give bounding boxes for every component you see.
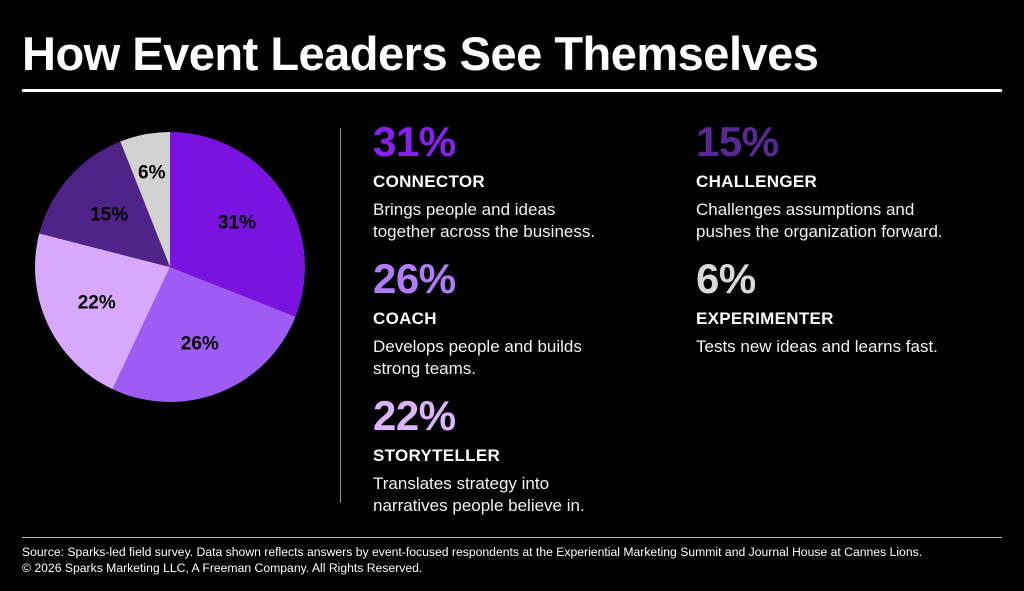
description-connector: Brings people and ideas together across … bbox=[373, 199, 673, 243]
percent-coach: 26% bbox=[373, 255, 456, 302]
footer-divider bbox=[22, 537, 1002, 538]
description-experimenter: Tests new ideas and learns fast. bbox=[696, 336, 1006, 358]
title-underline bbox=[22, 89, 1002, 92]
description-line: Challenges assumptions and bbox=[696, 200, 915, 219]
pie-label-challenger: 15% bbox=[90, 204, 128, 225]
label-challenger: CHALLENGER bbox=[696, 172, 818, 191]
pie-slice-challenger bbox=[39, 141, 170, 267]
description-line: together across the business. bbox=[373, 222, 596, 241]
label-experimenter: EXPERIMENTER bbox=[696, 309, 834, 328]
percent-experimenter: 6% bbox=[696, 255, 756, 302]
legend-item-coach: 26% COACH Develops people and builds str… bbox=[373, 257, 673, 380]
description-line: Translates strategy into bbox=[373, 474, 550, 493]
description-challenger: Challenges assumptions and pushes the or… bbox=[696, 199, 1006, 243]
description-line: pushes the organization forward. bbox=[696, 222, 943, 241]
footer: Source: Sparks-led field survey. Data sh… bbox=[22, 544, 922, 576]
column-divider bbox=[340, 128, 341, 503]
pie-label-connector: 31% bbox=[218, 212, 256, 233]
description-line: Brings people and ideas bbox=[373, 200, 556, 219]
description-storyteller: Translates strategy into narratives peop… bbox=[373, 473, 673, 517]
pie-slice-coach bbox=[112, 267, 296, 402]
description-line: narratives people believe in. bbox=[373, 496, 585, 515]
label-connector: CONNECTOR bbox=[373, 172, 485, 191]
description-line: Tests new ideas and learns fast. bbox=[696, 337, 938, 356]
percent-connector: 31% bbox=[373, 118, 456, 165]
page-title: How Event Leaders See Themselves bbox=[22, 27, 819, 80]
percent-challenger: 15% bbox=[696, 118, 779, 165]
pie-label-experimenter: 6% bbox=[138, 163, 166, 184]
description-coach: Develops people and builds strong teams. bbox=[373, 336, 673, 380]
pie-label-storyteller: 22% bbox=[78, 292, 116, 313]
pie-label-coach: 26% bbox=[181, 333, 219, 354]
legend-item-storyteller: 22% STORYTELLER Translates strategy into… bbox=[373, 394, 673, 517]
legend-item-connector: 31% CONNECTOR Brings people and ideas to… bbox=[373, 120, 673, 243]
description-line: Develops people and builds bbox=[373, 337, 582, 356]
legend-item-challenger: 15% CHALLENGER Challenges assumptions an… bbox=[696, 120, 1006, 243]
percent-storyteller: 22% bbox=[373, 392, 456, 439]
source-note: Source: Sparks-led field survey. Data sh… bbox=[22, 545, 923, 559]
pie-chart: 31% 26% 22% 15% 6% bbox=[35, 132, 305, 402]
copyright-note: © 2026 Sparks Marketing LLC, A Freeman C… bbox=[22, 561, 423, 575]
legend-item-experimenter: 6% EXPERIMENTER Tests new ideas and lear… bbox=[696, 257, 1006, 358]
pie-slice-storyteller bbox=[35, 233, 170, 390]
pie-slice-experimenter bbox=[120, 132, 170, 267]
description-line: strong teams. bbox=[373, 359, 476, 378]
pie-slice-connector bbox=[170, 132, 305, 317]
label-storyteller: STORYTELLER bbox=[373, 446, 501, 465]
label-coach: COACH bbox=[373, 309, 437, 328]
